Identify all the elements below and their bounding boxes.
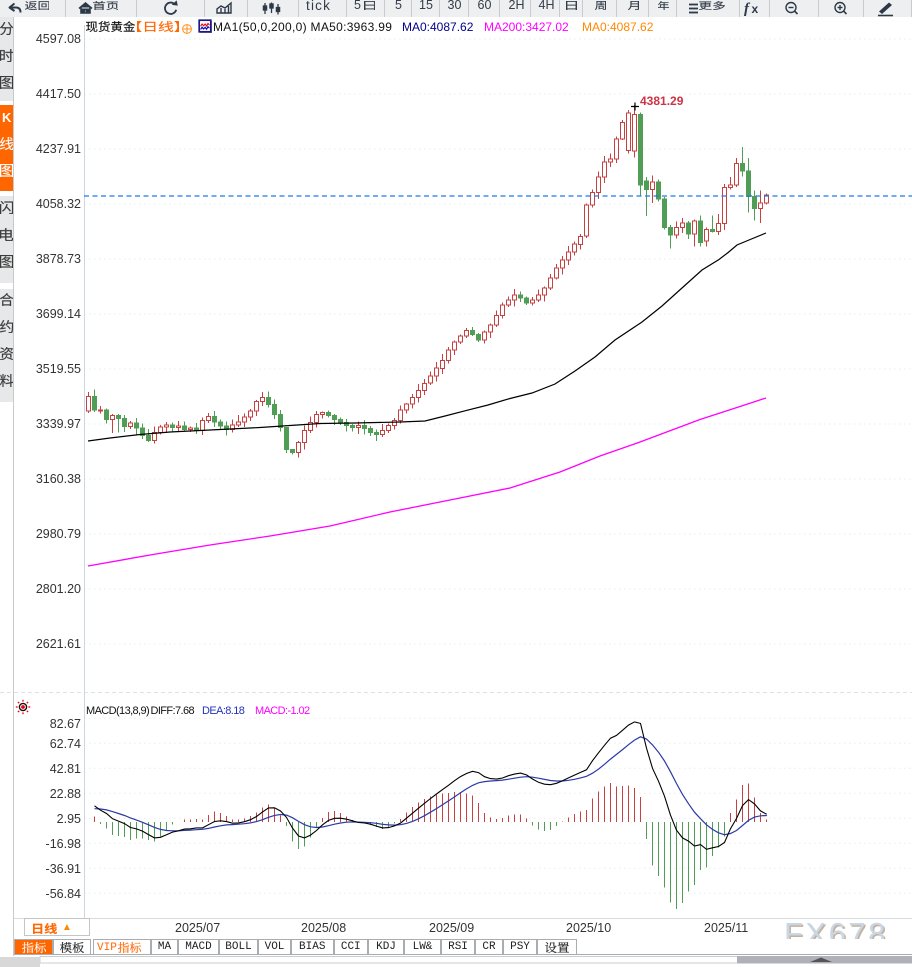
svg-text:f: f [744,1,751,17]
svg-text:x: x [752,2,759,16]
